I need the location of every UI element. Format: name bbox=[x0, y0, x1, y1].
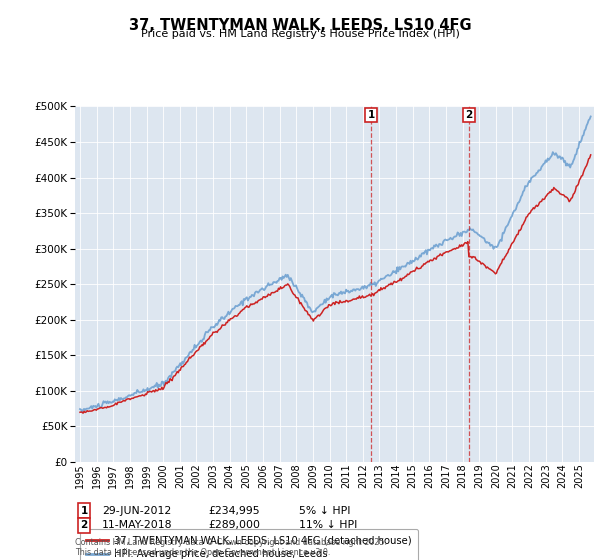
Text: 1: 1 bbox=[80, 506, 88, 516]
Text: 11-MAY-2018: 11-MAY-2018 bbox=[102, 520, 173, 530]
Text: 29-JUN-2012: 29-JUN-2012 bbox=[102, 506, 171, 516]
Text: £289,000: £289,000 bbox=[209, 520, 261, 530]
Text: Price paid vs. HM Land Registry's House Price Index (HPI): Price paid vs. HM Land Registry's House … bbox=[140, 29, 460, 39]
Text: 2: 2 bbox=[465, 110, 472, 120]
Text: 2: 2 bbox=[80, 520, 88, 530]
Text: 37, TWENTYMAN WALK, LEEDS, LS10 4FG: 37, TWENTYMAN WALK, LEEDS, LS10 4FG bbox=[128, 18, 472, 33]
Legend: 37, TWENTYMAN WALK, LEEDS, LS10 4FG (detached house), HPI: Average price, detach: 37, TWENTYMAN WALK, LEEDS, LS10 4FG (det… bbox=[80, 529, 418, 560]
Text: 5% ↓ HPI: 5% ↓ HPI bbox=[299, 506, 350, 516]
Text: 11% ↓ HPI: 11% ↓ HPI bbox=[299, 520, 357, 530]
Text: 1: 1 bbox=[367, 110, 375, 120]
Text: Contains HM Land Registry data © Crown copyright and database right 2025.
This d: Contains HM Land Registry data © Crown c… bbox=[75, 538, 387, 557]
Text: £234,995: £234,995 bbox=[209, 506, 260, 516]
